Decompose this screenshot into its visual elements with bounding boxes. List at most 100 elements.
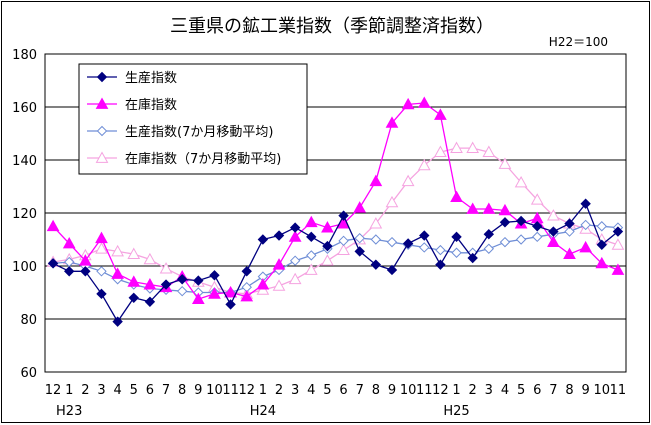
data-point (499, 217, 511, 228)
data-point (514, 175, 528, 188)
legend-box (78, 63, 308, 175)
data-point (596, 239, 607, 251)
data-point (611, 238, 625, 250)
data-point (224, 285, 237, 298)
data-point (46, 219, 60, 232)
series-4 (46, 141, 625, 299)
x-tick-label: 5 (517, 383, 525, 398)
data-point (78, 254, 92, 266)
data-point (159, 262, 173, 274)
x-tick-label: 8 (178, 383, 186, 398)
x-tick-label: 4 (307, 383, 315, 398)
data-point (434, 108, 447, 120)
data-point (483, 228, 495, 240)
data-point (272, 258, 286, 270)
data-point (417, 158, 431, 171)
data-point (612, 226, 624, 237)
data-point (338, 235, 349, 247)
data-point (95, 242, 108, 254)
data-point (321, 221, 334, 233)
data-point (370, 234, 382, 245)
data-point (385, 195, 399, 208)
legend-label: 在庫指数 (125, 98, 177, 113)
data-point (144, 296, 156, 307)
data-point (451, 247, 462, 258)
data-point (354, 232, 365, 244)
data-point (369, 217, 383, 229)
data-point (370, 259, 382, 270)
legend-item: 在庫指数（7か月移動平均) (87, 151, 281, 167)
data-point (596, 221, 607, 232)
x-tick-label: 10 (594, 383, 611, 398)
data-point (111, 244, 124, 257)
data-point (385, 116, 399, 128)
x-tick-label: 11 (222, 383, 239, 398)
data-point (466, 202, 480, 214)
x-tick-label: 4 (113, 383, 121, 398)
data-point (127, 247, 141, 259)
x-tick-label: 2 (469, 383, 477, 398)
data-point (401, 97, 415, 110)
data-point (176, 285, 188, 297)
x-tick-label: 1 (65, 383, 73, 398)
data-point (338, 210, 349, 221)
y-axis: 60 80 100 120 140 160 180 (12, 48, 37, 381)
x-tick-label: 2 (275, 383, 283, 398)
x-tick-label: 8 (372, 383, 380, 398)
data-point (62, 236, 76, 249)
data-point (47, 258, 59, 269)
x-tick-label: 10 (206, 383, 223, 398)
x-tick-label: 9 (582, 383, 590, 398)
data-point (288, 230, 302, 242)
data-point (306, 250, 317, 261)
base-year-note: H22＝100 (549, 35, 608, 49)
data-point (96, 266, 107, 277)
data-point (209, 270, 220, 281)
data-point (401, 174, 415, 187)
data-point (515, 234, 527, 245)
data-point (466, 141, 480, 153)
legend-item: 在庫指数 (87, 97, 177, 113)
data-point (241, 266, 252, 277)
data-point (64, 266, 75, 277)
x-tick-label: 3 (291, 383, 299, 398)
data-point (272, 279, 286, 291)
data-point (143, 252, 157, 265)
data-point (435, 244, 446, 256)
data-point (95, 231, 108, 244)
data-point (143, 278, 157, 290)
x-tick-label: 4 (501, 383, 509, 398)
data-point (193, 275, 204, 286)
x-tick-label: 6 (533, 383, 541, 398)
data-point (564, 218, 575, 229)
data-point (288, 272, 302, 285)
legend-marker (96, 71, 108, 83)
data-point (450, 141, 463, 153)
data-point (419, 230, 430, 241)
data-point (564, 226, 575, 237)
data-point (563, 247, 576, 259)
data-point (354, 246, 365, 257)
data-point (369, 174, 383, 187)
data-point (467, 252, 478, 264)
y-tick-label: 60 (20, 366, 37, 381)
chart-title: 三重県の鉱工業指数（季節調整済指数） (170, 16, 494, 37)
series-layer (46, 96, 625, 327)
x-year-label: H24 (250, 404, 276, 419)
legend-item: 生産指数 (87, 70, 177, 86)
data-point (483, 243, 495, 254)
y-tick-label: 140 (12, 154, 37, 169)
x-tick-label: 5 (130, 383, 138, 398)
data-point (532, 221, 543, 232)
data-point (304, 263, 318, 275)
legend-label: 生産指数(7か月移動平均) (125, 124, 273, 140)
x-tick-label: 6 (339, 383, 347, 398)
data-point (611, 263, 625, 275)
data-point (127, 275, 141, 287)
data-point (96, 288, 107, 300)
data-point (580, 198, 591, 209)
data-point (482, 202, 496, 214)
